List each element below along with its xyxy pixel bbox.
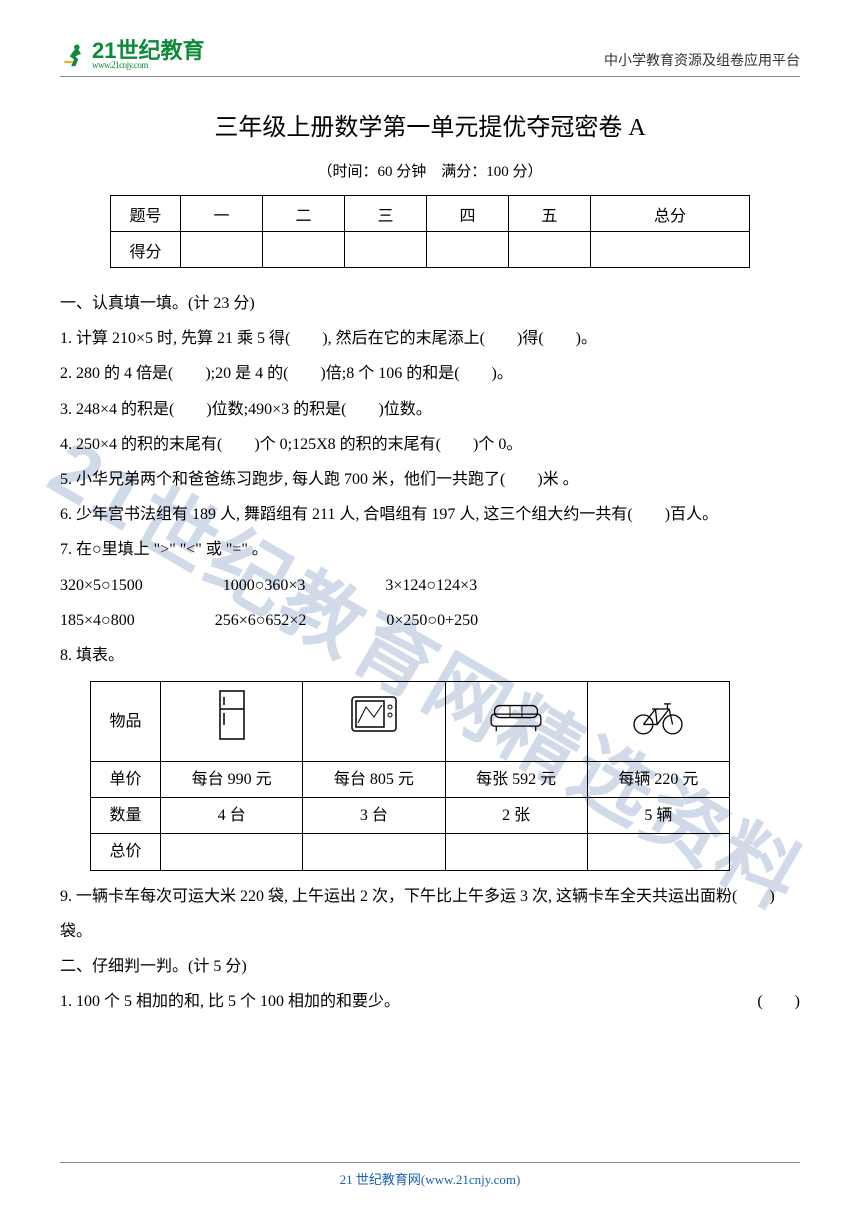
question: 6. 少年宫书法组有 189 人, 舞蹈组有 211 人, 合唱组有 197 人… (60, 497, 800, 532)
cell: 三 (344, 196, 426, 232)
question: 1. 100 个 5 相加的和, 比 5 个 100 相加的和要少。 ( ) (60, 984, 800, 1019)
cell: 2 张 (445, 798, 587, 834)
table-row: 总价 (91, 834, 730, 870)
table-row: 数量 4 台 3 台 2 张 5 辆 (91, 798, 730, 834)
cell: 每辆 220 元 (587, 762, 729, 798)
question: 3. 248×4 的积是( )位数;490×3 的积是( )位数。 (60, 392, 800, 427)
cell: 五 (508, 196, 590, 232)
cell: 单价 (91, 762, 161, 798)
compare-item: 3×124○124×3 (385, 568, 477, 603)
cell (426, 232, 508, 268)
page-container: 21世纪教育 www.21cnjy.com 中小学教育资源及组卷应用平台 三年级… (0, 0, 860, 1049)
question: 5. 小华兄弟两个和爸爸练习跑步, 每人跑 700 米，他们一共跑了( )米 。 (60, 462, 800, 497)
question: 1. 计算 210×5 时, 先算 21 乘 5 得( ), 然后在它的末尾添上… (60, 321, 800, 356)
cell: 四 (426, 196, 508, 232)
question: 4. 250×4 的积的末尾有( )个 0;125X8 的积的末尾有( )个 0… (60, 427, 800, 462)
cell (161, 834, 303, 870)
cell: 4 台 (161, 798, 303, 834)
cell (303, 834, 445, 870)
cell (445, 682, 587, 762)
cell: 每台 990 元 (161, 762, 303, 798)
content: 一、认真填一填。(计 23 分) 1. 计算 210×5 时, 先算 21 乘 … (60, 286, 800, 1019)
cell: 总分 (590, 196, 749, 232)
cell: 总价 (91, 834, 161, 870)
section-heading: 二、仔细判一判。(计 5 分) (60, 949, 800, 984)
cell (344, 232, 426, 268)
header: 21世纪教育 www.21cnjy.com 中小学教育资源及组卷应用平台 (60, 40, 800, 77)
score-table: 题号 一 二 三 四 五 总分 得分 (110, 195, 750, 268)
runner-icon (60, 41, 88, 69)
question: 9. 一辆卡车每次可运大米 220 袋, 上午运出 2 次，下午比上午多运 3 … (60, 879, 800, 949)
cell: 3 台 (303, 798, 445, 834)
cell (445, 834, 587, 870)
compare-item: 0×250○0+250 (386, 603, 478, 638)
logo: 21世纪教育 www.21cnjy.com (60, 40, 204, 70)
compare-item: 1000○360×3 (223, 568, 306, 603)
cell (161, 682, 303, 762)
cell: 每台 805 元 (303, 762, 445, 798)
footer: 21 世纪教育网(www.21cnjy.com) (60, 1162, 800, 1188)
logo-text-block: 21世纪教育 www.21cnjy.com (92, 40, 204, 70)
cell: 题号 (111, 196, 181, 232)
cell: 得分 (111, 232, 181, 268)
section-heading: 一、认真填一填。(计 23 分) (60, 286, 800, 321)
cell: 每张 592 元 (445, 762, 587, 798)
compare-item: 185×4○800 (60, 603, 135, 638)
compare-row: 185×4○800 256×6○652×2 0×250○0+250 (60, 603, 800, 638)
cell: 数量 (91, 798, 161, 834)
cell: 物品 (91, 682, 161, 762)
header-right-text: 中小学教育资源及组卷应用平台 (604, 50, 800, 70)
question-blank: ( ) (757, 984, 800, 1019)
cell (587, 834, 729, 870)
table-row: 题号 一 二 三 四 五 总分 (111, 196, 750, 232)
cell (508, 232, 590, 268)
cell (181, 232, 263, 268)
table-row: 物品 (91, 682, 730, 762)
question: 8. 填表。 (60, 638, 800, 673)
cell (590, 232, 749, 268)
page-title: 三年级上册数学第一单元提优夺冠密卷 A (60, 107, 800, 142)
cell (587, 682, 729, 762)
question-text: 1. 100 个 5 相加的和, 比 5 个 100 相加的和要少。 (60, 984, 400, 1019)
item-table: 物品 (90, 681, 730, 871)
sofa-icon (486, 685, 546, 745)
question: 2. 280 的 4 倍是( );20 是 4 的( )倍;8 个 106 的和… (60, 356, 800, 391)
compare-row: 320×5○1500 1000○360×3 3×124○124×3 (60, 568, 800, 603)
bicycle-icon (628, 685, 688, 745)
page-subtitle: （时间：60 分钟 满分：100 分） (60, 160, 800, 181)
logo-text: 21世纪教育 (92, 40, 204, 62)
cell (262, 232, 344, 268)
compare-item: 320×5○1500 (60, 568, 143, 603)
question: 7. 在○里填上 ">" "<" 或 "=" 。 (60, 532, 800, 567)
cell: 二 (262, 196, 344, 232)
fridge-icon (202, 685, 262, 745)
table-row: 单价 每台 990 元 每台 805 元 每张 592 元 每辆 220 元 (91, 762, 730, 798)
table-row: 得分 (111, 232, 750, 268)
cell: 5 辆 (587, 798, 729, 834)
compare-item: 256×6○652×2 (215, 603, 307, 638)
tv-icon (344, 685, 404, 745)
cell: 一 (181, 196, 263, 232)
cell (303, 682, 445, 762)
